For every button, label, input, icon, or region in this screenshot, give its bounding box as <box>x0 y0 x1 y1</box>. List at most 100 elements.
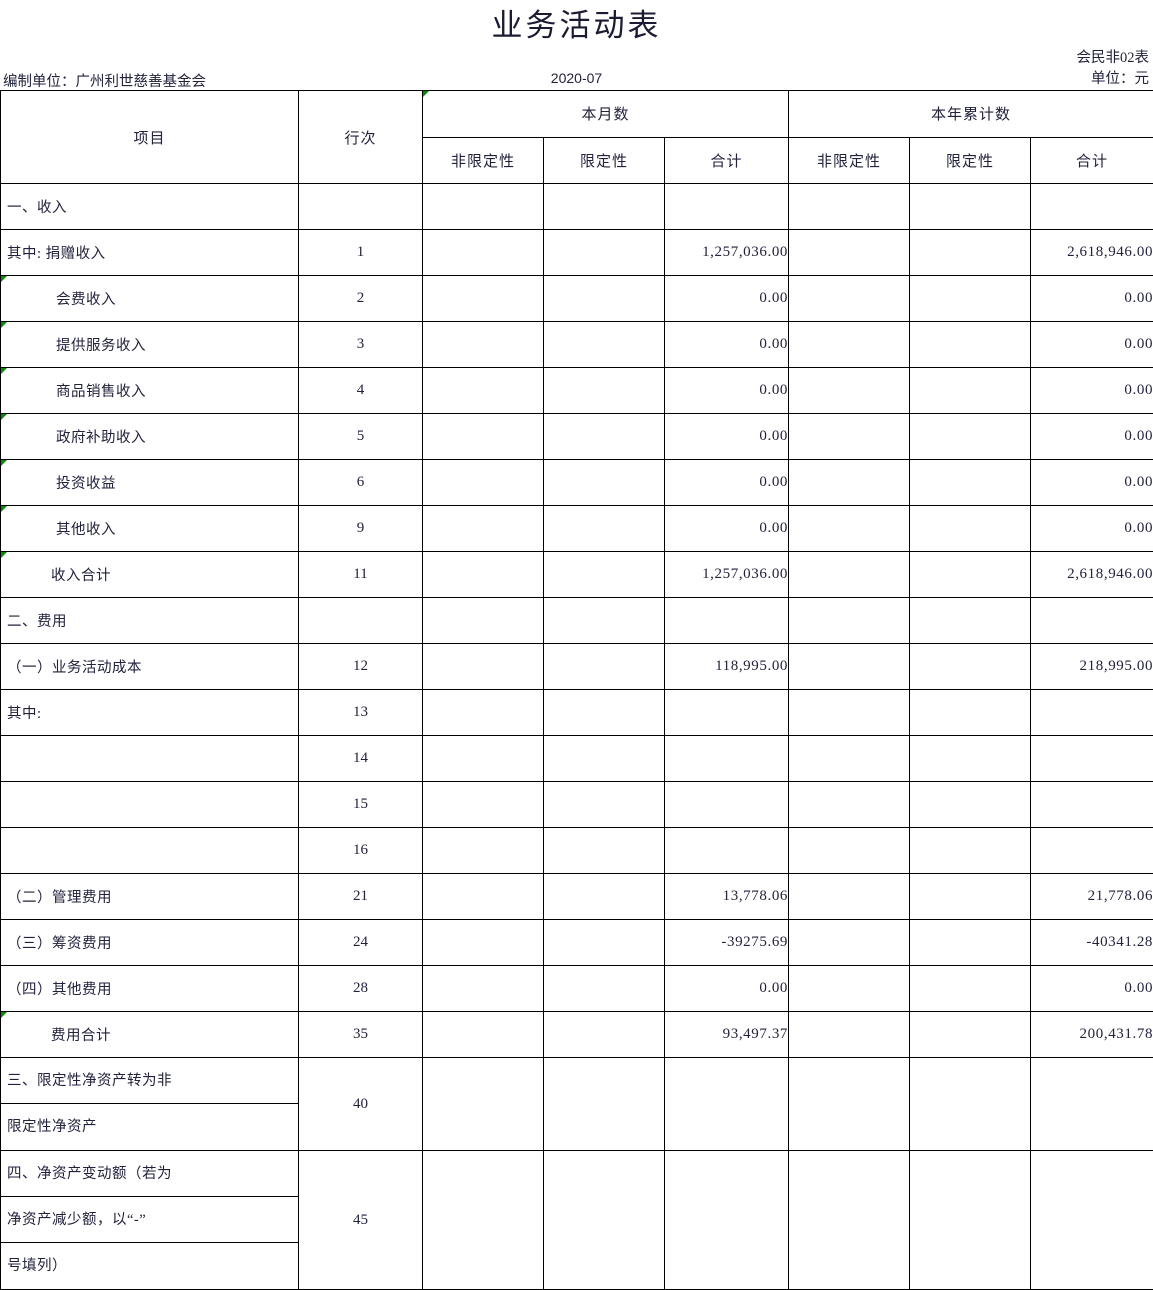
cell-line-number: 45 <box>299 1151 423 1290</box>
cell-year-restricted <box>910 874 1031 920</box>
cell-month-restricted <box>544 506 665 552</box>
cell-month-unrestricted <box>423 736 544 782</box>
report-meta-row: 编制单位：广州利世慈善基金会 2020-07 会民非02表 单位：元 <box>0 48 1153 90</box>
cell-item-name <box>1 736 299 782</box>
cell-item-name-multiline: 三、限定性净资产转为非限定性净资产 <box>1 1058 299 1151</box>
cell-month-restricted <box>544 1012 665 1058</box>
cell-year-restricted <box>910 690 1031 736</box>
cell-item-name <box>1 828 299 874</box>
cell-month-total: -39275.69 <box>665 920 789 966</box>
cell-year-unrestricted <box>789 966 910 1012</box>
cell-line-number: 12 <box>299 644 423 690</box>
cell-month-restricted <box>544 184 665 230</box>
cell-month-restricted <box>544 552 665 598</box>
cell-month-unrestricted <box>423 966 544 1012</box>
cell-year-restricted <box>910 1151 1031 1290</box>
cell-month-unrestricted <box>423 690 544 736</box>
cell-month-restricted <box>544 368 665 414</box>
cell-month-unrestricted <box>423 920 544 966</box>
cell-line-number: 6 <box>299 460 423 506</box>
cell-month-restricted <box>544 460 665 506</box>
cell-month-unrestricted <box>423 414 544 460</box>
worksheet-canvas: 业务活动表 编制单位：广州利世慈善基金会 2020-07 会民非02表 单位：元… <box>0 0 1153 1260</box>
cell-month-unrestricted <box>423 644 544 690</box>
cell-month-total <box>665 184 789 230</box>
cell-item-name: 会费收入 <box>1 276 299 322</box>
cell-month-total <box>665 598 789 644</box>
cell-month-total: 0.00 <box>665 322 789 368</box>
cell-year-restricted <box>910 414 1031 460</box>
col-header-year-total: 合计 <box>1031 137 1153 184</box>
cell-month-unrestricted <box>423 1058 544 1151</box>
cell-item-name: 其中: <box>1 690 299 736</box>
cell-year-total: 200,431.78 <box>1031 1012 1153 1058</box>
cell-year-restricted <box>910 322 1031 368</box>
cell-line-number: 28 <box>299 966 423 1012</box>
cell-item-name: 其中: 捐赠收入 <box>1 230 299 276</box>
cell-line-number: 3 <box>299 322 423 368</box>
cell-month-unrestricted <box>423 598 544 644</box>
cell-month-restricted <box>544 828 665 874</box>
cell-item-name: 二、费用 <box>1 598 299 644</box>
cell-line-number: 40 <box>299 1058 423 1151</box>
cell-month-restricted <box>544 644 665 690</box>
col-header-month-unrestricted: 非限定性 <box>423 137 544 184</box>
cell-month-total <box>665 782 789 828</box>
cell-month-restricted <box>544 920 665 966</box>
cell-year-unrestricted <box>789 828 910 874</box>
cell-month-restricted <box>544 736 665 782</box>
cell-year-total: -40341.28 <box>1031 920 1153 966</box>
cell-year-restricted <box>910 276 1031 322</box>
cell-month-total: 118,995.00 <box>665 644 789 690</box>
cell-year-total <box>1031 1058 1153 1151</box>
cell-year-restricted <box>910 460 1031 506</box>
cell-item-name: 费用合计 <box>1 1012 299 1058</box>
cell-line-number: 16 <box>299 828 423 874</box>
cell-year-unrestricted <box>789 1058 910 1151</box>
cell-year-total: 218,995.00 <box>1031 644 1153 690</box>
col-header-item: 项目 <box>1 91 299 184</box>
cell-line-number <box>299 598 423 644</box>
cell-month-unrestricted <box>423 1151 544 1290</box>
cell-year-total: 0.00 <box>1031 368 1153 414</box>
header-row-group: 项目 行次 本月数 本年累计数 <box>1 91 1153 138</box>
cell-year-total <box>1031 690 1153 736</box>
cell-month-total <box>665 690 789 736</box>
cell-year-total <box>1031 782 1153 828</box>
table-row: 二、费用 <box>1 598 1153 644</box>
cell-year-total <box>1031 736 1153 782</box>
cell-line-number: 13 <box>299 690 423 736</box>
cell-year-total <box>1031 598 1153 644</box>
cell-month-unrestricted <box>423 1012 544 1058</box>
cell-year-unrestricted <box>789 736 910 782</box>
cell-month-total: 13,778.06 <box>665 874 789 920</box>
cell-month-restricted <box>544 782 665 828</box>
cell-month-total: 0.00 <box>665 460 789 506</box>
cell-year-unrestricted <box>789 782 910 828</box>
cell-item-name: （二）管理费用 <box>1 874 299 920</box>
cell-month-restricted <box>544 1151 665 1290</box>
cell-line-number <box>299 184 423 230</box>
cell-month-total <box>665 1058 789 1151</box>
cell-year-restricted <box>910 828 1031 874</box>
table-row: 其中:13 <box>1 690 1153 736</box>
item-name-line: 四、净资产变动额（若为 <box>1 1151 298 1197</box>
cell-month-total: 93,497.37 <box>665 1012 789 1058</box>
col-header-month-total: 合计 <box>665 137 789 184</box>
cell-month-total: 0.00 <box>665 368 789 414</box>
col-group-header-year: 本年累计数 <box>789 91 1153 138</box>
cell-item-name-multiline: 四、净资产变动额（若为净资产减少额，以“-”号填列） <box>1 1151 299 1290</box>
cell-year-unrestricted <box>789 920 910 966</box>
col-group-header-month: 本月数 <box>423 91 789 138</box>
currency-unit-note: 单位：元 <box>1077 69 1150 90</box>
cell-month-restricted <box>544 874 665 920</box>
cell-month-unrestricted <box>423 828 544 874</box>
cell-month-unrestricted <box>423 552 544 598</box>
cell-month-restricted <box>544 322 665 368</box>
